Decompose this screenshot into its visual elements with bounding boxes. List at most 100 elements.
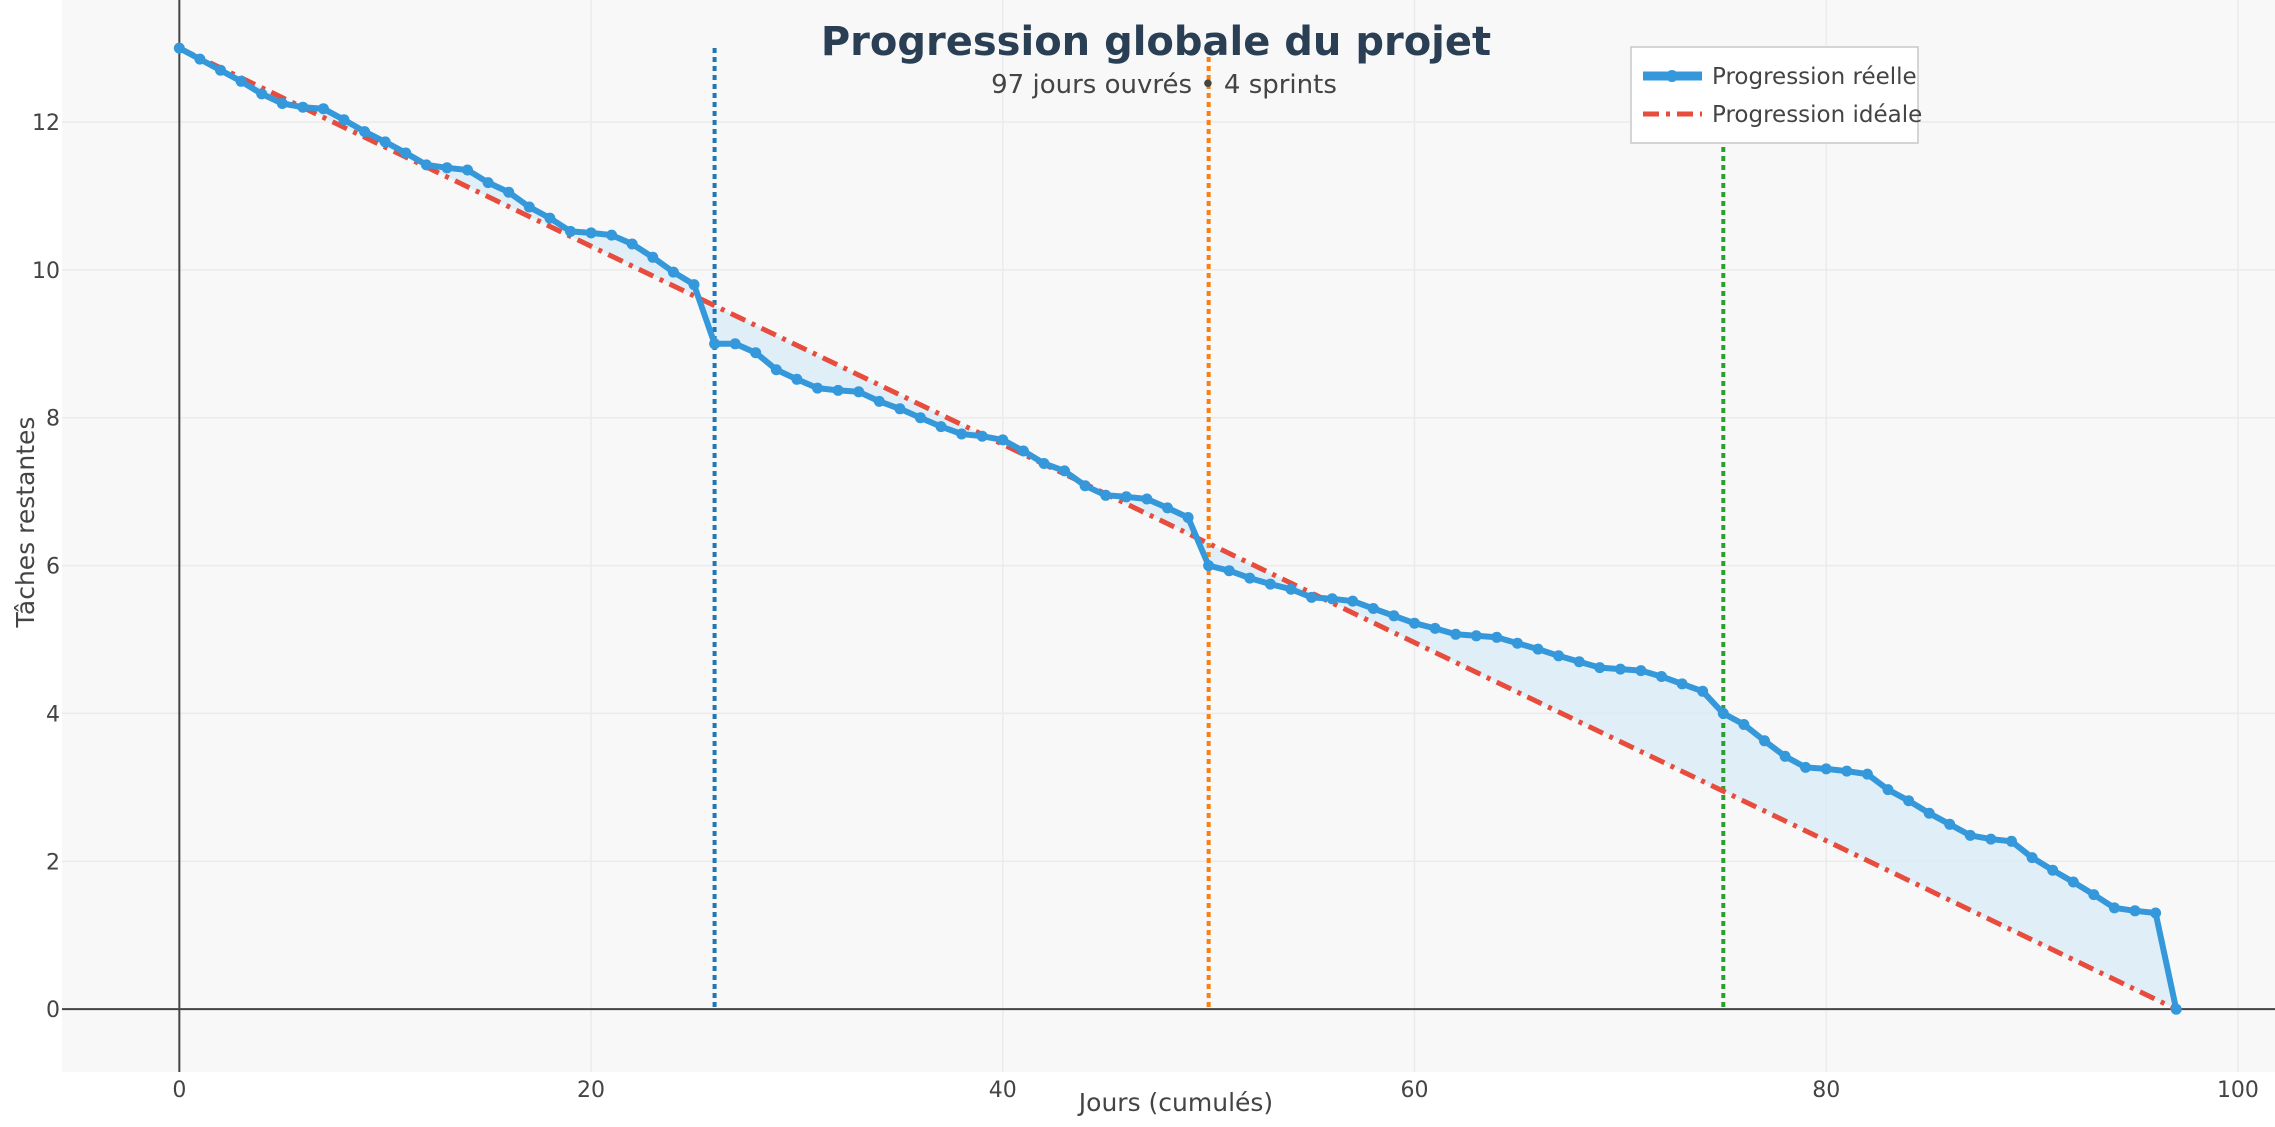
y-tick-label: 10 bbox=[32, 259, 60, 284]
x-tick-label: 100 bbox=[2217, 1078, 2259, 1103]
actual-progress-point bbox=[1903, 795, 1915, 807]
actual-progress-point bbox=[729, 338, 741, 350]
actual-progress-point bbox=[1861, 768, 1873, 780]
actual-progress-point bbox=[1738, 719, 1750, 730]
actual-progress-point bbox=[1779, 750, 1791, 762]
actual-progress-point bbox=[1326, 593, 1338, 605]
actual-progress-point bbox=[2170, 1003, 2182, 1015]
actual-progress-point bbox=[1656, 671, 1667, 682]
y-tick-label: 6 bbox=[46, 555, 60, 580]
actual-progress-point bbox=[1635, 665, 1647, 677]
y-tick-label: 0 bbox=[46, 998, 60, 1023]
actual-progress-point bbox=[2026, 852, 2038, 864]
actual-progress-point bbox=[1059, 465, 1070, 477]
x-tick-label: 80 bbox=[1812, 1078, 1840, 1103]
actual-progress-point bbox=[976, 430, 988, 442]
actual-progress-point bbox=[1491, 631, 1503, 643]
actual-progress-point bbox=[1964, 829, 1976, 841]
actual-progress-point bbox=[1553, 650, 1565, 662]
actual-progress-point bbox=[1285, 583, 1297, 595]
actual-progress-point bbox=[1347, 595, 1359, 607]
y-tick-label: 12 bbox=[32, 111, 60, 136]
actual-progress-point bbox=[317, 103, 329, 115]
actual-progress-point bbox=[1697, 685, 1709, 697]
actual-progress-point bbox=[2006, 835, 2017, 847]
actual-progress-point bbox=[1388, 610, 1400, 622]
actual-progress-point bbox=[770, 364, 782, 376]
actual-progress-point bbox=[1182, 512, 1194, 523]
actual-progress-point bbox=[1100, 489, 1112, 501]
actual-progress-point bbox=[1944, 818, 1956, 830]
actual-progress-point bbox=[482, 177, 494, 189]
actual-progress-point bbox=[1264, 578, 1276, 590]
actual-progress-point bbox=[379, 136, 391, 148]
actual-progress-point bbox=[647, 251, 659, 263]
actual-progress-point bbox=[359, 126, 371, 138]
y-tick-label: 2 bbox=[46, 850, 60, 875]
actual-progress-point bbox=[606, 229, 618, 241]
actual-progress-point bbox=[1429, 622, 1441, 634]
actual-progress-point bbox=[565, 225, 576, 237]
actual-progress-point bbox=[1614, 663, 1626, 675]
plot-background bbox=[62, 0, 2275, 1072]
actual-progress-point bbox=[276, 98, 288, 109]
actual-progress-point bbox=[2129, 905, 2141, 917]
actual-progress-point bbox=[194, 53, 206, 65]
actual-progress-point bbox=[1162, 502, 1173, 514]
actual-progress-point bbox=[338, 114, 350, 126]
legend: Progression réelle Progression idéale bbox=[1630, 46, 1922, 144]
actual-progress-point bbox=[935, 421, 947, 433]
actual-progress-point bbox=[235, 75, 247, 87]
y-tick-label: 8 bbox=[46, 407, 60, 432]
actual-progress-point bbox=[173, 42, 185, 54]
actual-progress-point bbox=[1306, 591, 1318, 603]
gap-fill-area bbox=[179, 48, 2177, 1010]
actual-progress-point bbox=[503, 186, 515, 198]
x-axis-title: Jours (cumulés) bbox=[1077, 1088, 1273, 1117]
actual-progress-point bbox=[667, 266, 679, 278]
x-tick-label: 20 bbox=[577, 1078, 605, 1103]
actual-progress-point bbox=[1923, 807, 1935, 819]
gap-fill bbox=[179, 48, 2177, 1010]
actual-progress-point bbox=[544, 212, 556, 224]
actual-progress-point bbox=[297, 101, 309, 113]
actual-progress-point bbox=[420, 159, 432, 171]
actual-progress-point bbox=[626, 238, 638, 250]
tick-labels: 0 20 40 60 80 100 0 2 4 6 8 10 12 bbox=[32, 111, 2259, 1103]
actual-progress-point bbox=[2108, 902, 2120, 914]
legend-marker-actual bbox=[1666, 70, 1678, 82]
actual-progress-point bbox=[914, 412, 926, 424]
chart-subtitle: 97 jours ouvrés • 4 sprints bbox=[991, 70, 1337, 100]
actual-progress-point bbox=[1470, 630, 1482, 642]
actual-progress-point bbox=[1759, 735, 1770, 747]
actual-progress-point bbox=[1676, 678, 1688, 690]
actual-progress-point bbox=[688, 279, 700, 291]
x-tick-label: 60 bbox=[1401, 1078, 1429, 1103]
ideal-progress-line bbox=[178, 45, 2178, 1012]
actual-progress-point bbox=[832, 384, 844, 396]
actual-progress-point bbox=[1882, 784, 1894, 796]
series-lines bbox=[173, 42, 2182, 1015]
actual-progress-point bbox=[1223, 565, 1235, 577]
y-axis-title: Tâches restantes bbox=[11, 417, 40, 629]
actual-progress-point bbox=[1409, 617, 1420, 629]
actual-progress-point bbox=[1820, 763, 1832, 775]
chart-title: Progression globale du projet bbox=[821, 19, 1491, 65]
actual-progress-point bbox=[585, 227, 597, 239]
actual-progress-point bbox=[256, 88, 268, 100]
actual-progress-point bbox=[1985, 833, 1997, 845]
actual-progress-point bbox=[523, 201, 535, 213]
axes bbox=[62, 0, 2275, 1072]
legend-box bbox=[1630, 46, 1919, 144]
actual-progress-point bbox=[709, 338, 721, 350]
actual-progress-point bbox=[1717, 707, 1729, 719]
actual-progress-point bbox=[1532, 643, 1544, 655]
legend-label-actual: Progression réelle bbox=[1712, 64, 1917, 90]
x-tick-label: 0 bbox=[172, 1078, 186, 1103]
actual-progress-point bbox=[791, 373, 803, 385]
actual-progress-point bbox=[1367, 603, 1379, 614]
actual-progress-point bbox=[1450, 628, 1462, 640]
sprint-boundaries bbox=[712, 48, 1726, 1010]
